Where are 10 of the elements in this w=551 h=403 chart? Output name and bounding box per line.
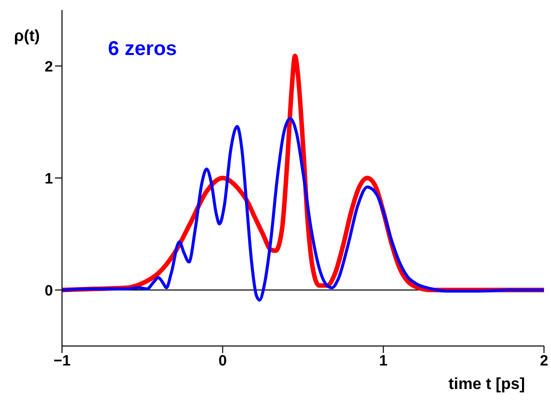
y-tick-label: 2 [44,58,53,76]
annotation: 6 zeros [108,38,177,61]
x-tick-label: 1 [379,352,388,370]
y-axis-title: ρ(t) [14,28,40,46]
x-tick-label: 2 [540,352,548,370]
y-tick-label: 0 [44,282,53,300]
x-axis-title: time t [ps] [448,376,525,394]
y-tick-label: 1 [44,170,53,188]
x-tick-label: 0 [218,352,227,370]
x-tick-label: −1 [53,352,71,370]
